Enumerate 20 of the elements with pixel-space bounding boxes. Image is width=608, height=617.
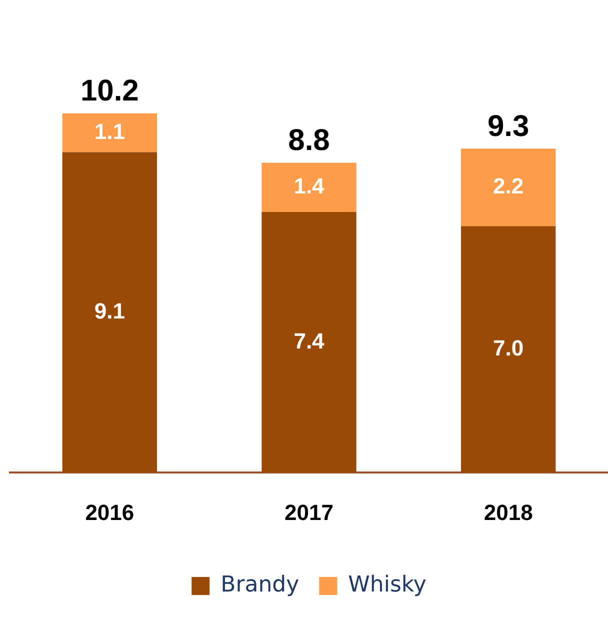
data-label: 7.4 bbox=[294, 328, 326, 354]
bar bbox=[62, 113, 158, 152]
data-label: 1.1 bbox=[94, 118, 125, 144]
legend-label: Whisky bbox=[348, 572, 426, 598]
bar bbox=[460, 148, 556, 226]
data-label: 7.0 bbox=[493, 335, 524, 360]
x-tick-label: 2017 bbox=[284, 500, 334, 525]
bar bbox=[62, 152, 158, 473]
legend-label: Brandy bbox=[220, 572, 300, 598]
bar bbox=[262, 162, 356, 212]
data-label: 9.1 bbox=[94, 298, 125, 324]
data-label: 2.2 bbox=[493, 173, 524, 198]
x-tick-label: 2018 bbox=[484, 500, 533, 525]
bar bbox=[460, 226, 556, 473]
data-label: 1.4 bbox=[294, 173, 326, 198]
total-label: 8.8 bbox=[288, 124, 330, 157]
bar bbox=[262, 212, 356, 473]
total-label: 10.2 bbox=[80, 74, 139, 108]
total-label: 9.3 bbox=[487, 110, 530, 143]
x-tick-label: 2016 bbox=[85, 500, 134, 525]
